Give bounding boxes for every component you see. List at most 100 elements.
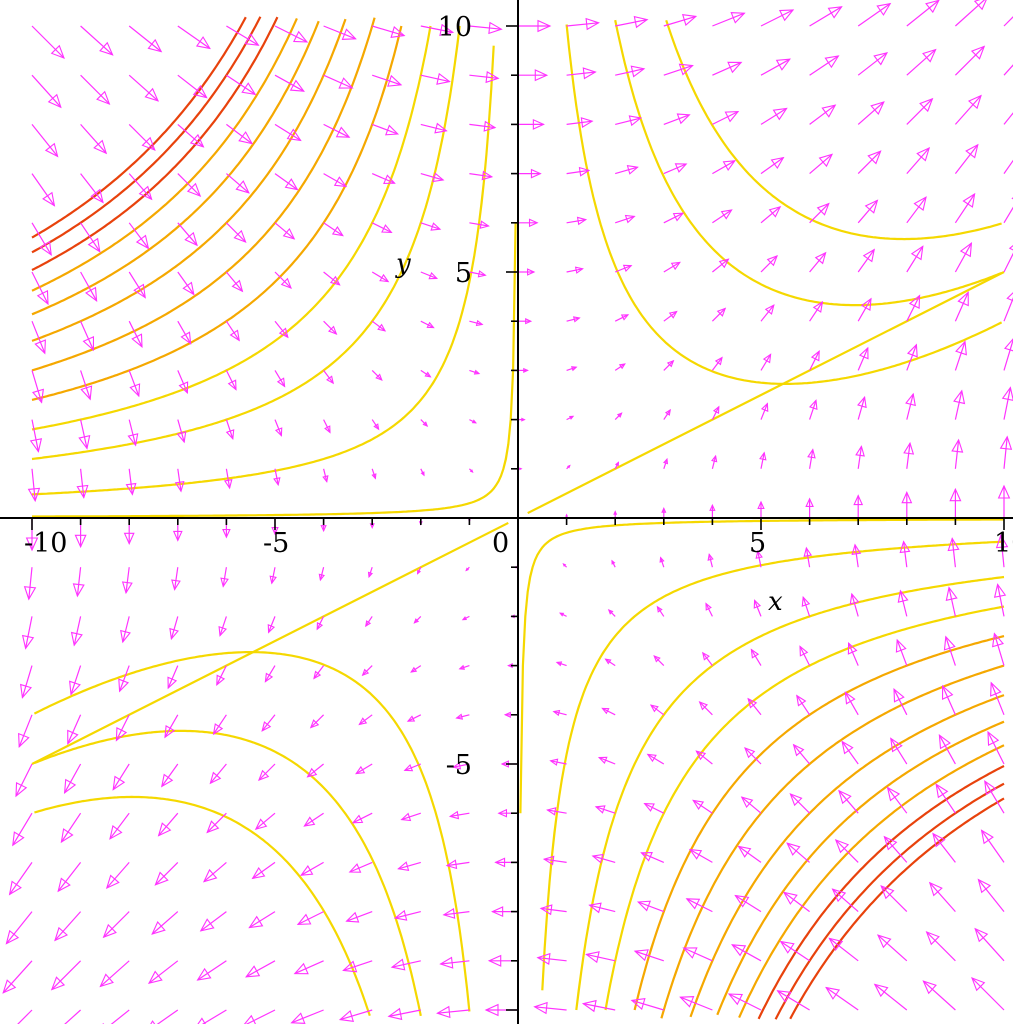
field-arrow <box>31 222 52 256</box>
field-arrow <box>594 805 616 814</box>
field-arrow <box>546 807 567 816</box>
field-arrow <box>649 704 665 716</box>
field-arrow <box>365 616 373 628</box>
field-arrow <box>747 697 762 716</box>
field-arrow <box>906 343 918 371</box>
field-arrow <box>987 730 1005 765</box>
field-arrow <box>80 74 111 105</box>
field-arrow <box>757 500 765 518</box>
field-arrow <box>300 861 324 876</box>
field-arrow <box>164 714 179 739</box>
field-arrow <box>121 567 133 595</box>
field-arrow <box>886 786 908 814</box>
field-arrow <box>267 616 276 634</box>
field-arrow <box>223 468 233 490</box>
field-arrow <box>857 297 872 322</box>
field-arrow <box>760 353 772 371</box>
field-arrow <box>80 320 95 352</box>
field-arrow <box>663 63 694 76</box>
field-arrow <box>406 714 422 722</box>
contour-curve <box>665 19 1002 241</box>
field-arrow <box>80 370 93 401</box>
field-arrow <box>698 701 713 716</box>
field-arrow <box>947 537 960 568</box>
field-arrow <box>779 940 810 962</box>
field-arrow <box>1001 386 1013 420</box>
field-arrow <box>809 55 840 76</box>
field-arrow <box>809 153 834 175</box>
field-arrow <box>999 435 1013 469</box>
field-arrow <box>316 616 325 631</box>
contour-curve <box>31 45 495 496</box>
field-arrow <box>809 202 830 224</box>
field-arrow <box>566 67 597 80</box>
field-arrow <box>646 753 665 765</box>
field-arrow <box>712 209 733 224</box>
field-arrow <box>226 173 250 194</box>
field-arrow <box>615 214 636 224</box>
field-arrow <box>274 74 305 92</box>
contour-curve <box>527 271 1005 515</box>
field-arrow <box>167 665 179 690</box>
contour-curve <box>614 19 1002 307</box>
field-arrow <box>935 783 956 814</box>
field-arrow <box>128 173 153 201</box>
field-arrow <box>420 271 439 280</box>
field-arrow <box>630 998 664 1011</box>
field-arrow <box>274 370 286 388</box>
field-arrow <box>851 543 862 568</box>
field-arrow <box>809 251 827 273</box>
field-arrow <box>895 638 908 666</box>
field-arrow <box>371 419 380 431</box>
x-tick-label: 10 <box>994 528 1013 559</box>
field-arrow <box>264 665 276 683</box>
field-arrow <box>109 812 130 840</box>
field-arrow <box>420 23 455 37</box>
field-arrow <box>663 408 671 420</box>
field-arrow <box>559 612 567 617</box>
field-arrow <box>469 319 484 327</box>
field-arrow <box>455 713 470 720</box>
field-arrow <box>323 370 335 385</box>
field-arrow <box>906 146 931 174</box>
field-arrow <box>420 468 425 477</box>
field-arrow <box>796 694 811 716</box>
field-arrow <box>12 812 33 847</box>
field-arrow <box>420 320 435 329</box>
field-arrow <box>518 168 542 179</box>
field-arrow <box>809 6 843 27</box>
field-arrow <box>469 369 481 375</box>
field-arrow <box>442 907 470 919</box>
field-arrow <box>274 222 296 240</box>
field-arrow <box>64 1009 82 1024</box>
field-arrow <box>954 242 973 273</box>
field-arrow <box>151 911 179 935</box>
field-arrow <box>31 173 56 207</box>
field-arrow <box>825 986 859 1011</box>
field-arrow <box>753 599 762 617</box>
field-arrow <box>857 51 889 76</box>
field-arrow <box>685 898 713 913</box>
field-arrow <box>661 507 667 518</box>
field-arrow <box>80 124 108 155</box>
field-arrow <box>712 160 736 175</box>
field-arrow <box>216 665 227 686</box>
field-arrow <box>518 118 545 130</box>
contour-curve <box>633 635 1005 1011</box>
field-arrow <box>518 367 529 373</box>
field-arrow <box>245 960 276 978</box>
field-arrow <box>731 944 762 962</box>
field-arrow <box>293 960 324 975</box>
field-arrow <box>971 977 1005 1011</box>
field-arrow <box>951 438 964 469</box>
field-arrow <box>740 796 762 814</box>
field-arrow <box>50 960 82 991</box>
x-axis-label: x <box>768 587 783 617</box>
field-arrow <box>323 320 338 335</box>
field-arrow <box>420 122 448 134</box>
field-arrow <box>413 615 422 624</box>
field-arrow <box>8 862 33 896</box>
field-arrow <box>458 664 470 670</box>
field-arrow <box>518 417 526 422</box>
field-arrow <box>348 861 373 873</box>
